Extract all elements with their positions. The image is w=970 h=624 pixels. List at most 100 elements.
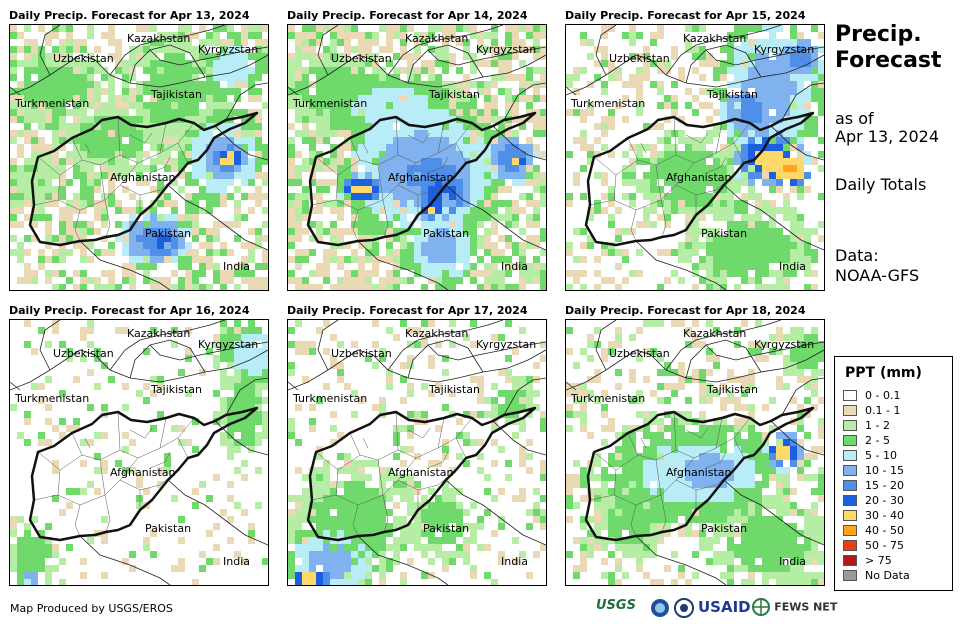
legend-label: 15 - 20: [865, 479, 904, 492]
country-label-tajikistan: Tajikistan: [429, 88, 480, 101]
legend: PPT (mm) 0 - 0.1 0.1 - 1 1 - 2 2 - 5 5 - 10 1…: [834, 356, 953, 591]
province-border: [104, 494, 111, 533]
afghanistan-outline: [28, 111, 259, 247]
precip-grid: [566, 320, 824, 585]
noaa-emblem-icon: [651, 599, 669, 617]
province-border: [377, 459, 384, 496]
country-border: [317, 320, 339, 371]
country-border: [566, 54, 824, 96]
province-border: [149, 451, 171, 469]
province-border: [352, 504, 359, 537]
country-border: [595, 25, 617, 76]
country-border: [492, 420, 546, 456]
country-border: [685, 44, 762, 84]
legend-swatch: [843, 465, 857, 476]
country-border: [109, 320, 226, 371]
province-border: [427, 451, 449, 469]
sidebar-title-line1: Precip.: [835, 22, 922, 47]
country-label-uzbekistan: Uzbekistan: [53, 52, 114, 65]
province-border: [705, 156, 727, 174]
province-border: [104, 199, 111, 238]
legend-label: 5 - 10: [865, 449, 897, 462]
country-label-kyrgyzstan: Kyrgyzstan: [476, 338, 537, 351]
country-label-tajikistan: Tajikistan: [707, 383, 758, 396]
province-border: [685, 132, 709, 144]
province-border: [74, 209, 81, 242]
province-border: [613, 162, 695, 211]
country-label-kyrgyzstan: Kyrgyzstan: [754, 43, 815, 56]
data-label: Data:: [835, 246, 879, 265]
precip-grid: [288, 25, 546, 290]
country-border: [427, 341, 546, 361]
country-label-afghanistan: Afghanistan: [110, 171, 176, 184]
country-border: [39, 25, 61, 76]
province-border: [84, 437, 91, 449]
country-label-tajikistan: Tajikistan: [151, 88, 202, 101]
province-border: [673, 116, 677, 156]
legend-swatch: [843, 510, 857, 521]
province-border: [362, 437, 369, 449]
province-border: [705, 451, 727, 469]
country-label-turkmenistan: Turkmenistan: [293, 97, 368, 110]
province-border: [37, 451, 83, 471]
country-border: [357, 535, 449, 585]
country-border: [566, 381, 577, 391]
legend-label: 30 - 40: [865, 509, 904, 522]
country-border: [167, 184, 268, 251]
country-border: [770, 125, 824, 161]
noaa-logo: [650, 598, 670, 620]
country-border: [39, 320, 61, 371]
province-border: [613, 457, 695, 506]
province-border: [311, 494, 337, 501]
province-border: [733, 437, 745, 459]
legend-swatch: [843, 570, 857, 581]
country-border: [503, 82, 546, 121]
province-border: [159, 122, 167, 154]
country-border: [288, 54, 546, 96]
country-border: [79, 535, 171, 585]
country-label-india: India: [779, 555, 806, 568]
province-border: [437, 122, 445, 154]
province-border: [159, 417, 167, 449]
province-border: [733, 142, 745, 164]
precip-map-svg: [566, 320, 824, 585]
country-label-pakistan: Pakistan: [423, 522, 470, 535]
afghanistan-outline: [306, 406, 537, 542]
legend-label: 20 - 30: [865, 494, 904, 507]
afghanistan-outline: [306, 111, 537, 247]
province-border: [627, 417, 751, 461]
panel-title: Daily Precip. Forecast for Apr 18, 2024: [565, 304, 806, 317]
precip-map: Kazakhstan Kyrgyzstan Uzbekistan Tajikistan…: [565, 319, 825, 586]
usaid-emblem-icon: [674, 598, 694, 618]
country-label-kazakhstan: Kazakhstan: [127, 327, 191, 340]
province-border: [382, 199, 389, 238]
precip-map: Kazakhstan Kyrgyzstan Uzbekistan Tajikistan…: [565, 24, 825, 291]
province-border: [630, 504, 637, 537]
country-border: [635, 535, 727, 585]
country-label-kazakhstan: Kazakhstan: [405, 327, 469, 340]
precip-grid: [566, 25, 824, 290]
panel-title: Daily Precip. Forecast for Apr 13, 2024: [9, 9, 250, 22]
country-border: [723, 184, 824, 251]
province-border: [627, 122, 751, 166]
province-border: [57, 457, 139, 506]
precip-map-svg: [566, 25, 824, 290]
precip-map: Kazakhstan Kyrgyzstan Uzbekistan Tajikistan…: [287, 24, 547, 291]
legend-swatch: [843, 450, 857, 461]
country-border: [595, 320, 617, 371]
province-border: [630, 209, 637, 242]
country-border: [503, 377, 546, 416]
country-border: [109, 25, 226, 76]
province-border: [640, 142, 647, 154]
country-border: [723, 479, 824, 546]
fewsnet-logo: FEWS NET: [752, 598, 837, 620]
country-border: [129, 339, 206, 379]
as-of-date: Apr 13, 2024: [835, 127, 940, 146]
province-border: [685, 427, 709, 439]
afghanistan-outline: [28, 406, 259, 542]
country-label-afghanistan: Afghanistan: [110, 466, 176, 479]
province-border: [349, 417, 473, 461]
country-label-turkmenistan: Turkmenistan: [15, 392, 90, 405]
province-border: [660, 494, 667, 533]
province-border: [655, 164, 662, 201]
